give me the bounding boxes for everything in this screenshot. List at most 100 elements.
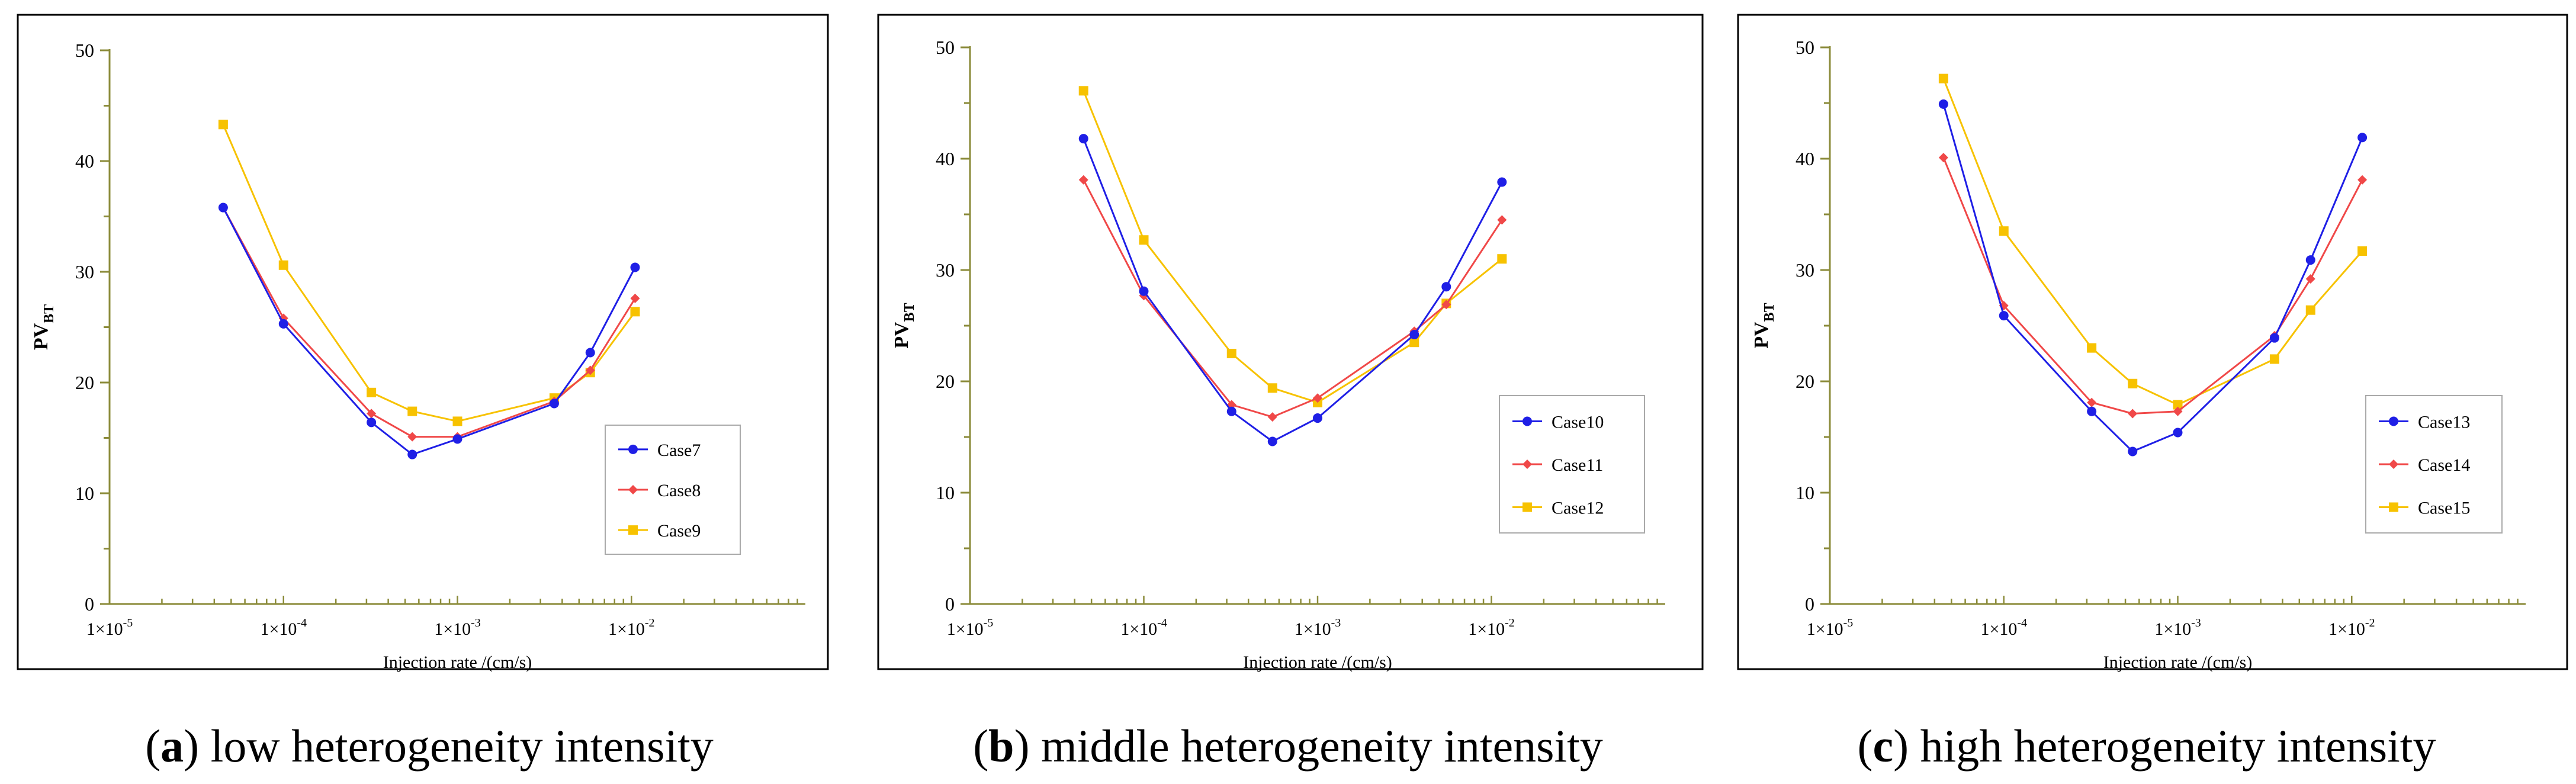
x-tick-base: 1×10 bbox=[947, 619, 984, 639]
y-tick-label: 50 bbox=[75, 40, 94, 61]
y-tick-label: 50 bbox=[1796, 37, 1814, 58]
point-marker bbox=[218, 203, 228, 213]
point-marker bbox=[1409, 338, 1419, 348]
point-marker bbox=[367, 387, 377, 397]
point-marker bbox=[2357, 175, 2368, 185]
point-marker bbox=[2389, 502, 2398, 512]
point-marker bbox=[1497, 177, 1507, 187]
point-marker bbox=[630, 307, 640, 317]
point-marker bbox=[1938, 73, 1948, 83]
point-marker bbox=[1139, 235, 1149, 245]
point-marker bbox=[1409, 330, 1419, 340]
point-marker bbox=[2269, 354, 2279, 364]
y-axis-label-sub: BT bbox=[41, 304, 57, 323]
x-tick-label: 1×10-3 bbox=[2154, 616, 2201, 639]
series-line bbox=[1083, 90, 1503, 404]
series-line bbox=[1942, 78, 2363, 406]
caption-b-text: middle heterogeneity intensity bbox=[1041, 720, 1603, 772]
series-line bbox=[222, 207, 636, 456]
y-tick-label: 20 bbox=[75, 372, 94, 393]
y-tick-label: 40 bbox=[1796, 148, 1814, 169]
series-case12 bbox=[1078, 86, 1507, 407]
x-tick-base: 1×10 bbox=[2328, 619, 2365, 639]
legend-label: Case13 bbox=[2418, 413, 2470, 432]
point-marker bbox=[452, 416, 462, 426]
x-axis-label: Injection rate /(cm/s) bbox=[1243, 653, 1392, 672]
point-marker bbox=[1938, 99, 1948, 109]
x-tick-label: 1×10-5 bbox=[86, 616, 133, 639]
point-marker bbox=[278, 260, 288, 270]
point-marker bbox=[1999, 311, 2009, 321]
point-marker bbox=[1267, 436, 1277, 446]
y-axis-label: PVBT bbox=[891, 303, 917, 348]
y-tick-label: 10 bbox=[1796, 482, 1814, 503]
caption-a: (a) low heterogeneity intensity bbox=[145, 720, 714, 772]
legend: Case7 Case8 Case9 bbox=[605, 425, 741, 555]
x-tick-base: 1×10 bbox=[1295, 619, 1331, 639]
y-tick-label: 40 bbox=[936, 148, 955, 169]
x-tick-exponent: -4 bbox=[297, 616, 307, 629]
y-axis-label-main: PV bbox=[1750, 322, 1772, 349]
y-tick-label: 30 bbox=[1796, 259, 1814, 281]
point-marker bbox=[2389, 416, 2398, 426]
x-axis-label: Injection rate /(cm/s) bbox=[2103, 653, 2253, 672]
y-tick-label: 0 bbox=[945, 593, 955, 615]
point-marker bbox=[1226, 406, 1236, 416]
x-tick-base: 1×10 bbox=[260, 619, 297, 639]
point-marker bbox=[585, 365, 595, 375]
legend: Case13 Case14 Case15 bbox=[2365, 395, 2503, 534]
point-marker bbox=[2269, 333, 2279, 343]
point-marker bbox=[2128, 446, 2138, 457]
x-tick-exponent: -2 bbox=[2365, 616, 2375, 629]
point-marker bbox=[367, 409, 377, 419]
x-tick-base: 1×10 bbox=[608, 619, 645, 639]
legend-label: Case10 bbox=[1552, 413, 1604, 432]
point-marker bbox=[1139, 286, 1149, 296]
series-case9 bbox=[218, 120, 640, 426]
y-axis-label-sub: BT bbox=[902, 303, 917, 322]
series-case10 bbox=[1078, 134, 1507, 446]
x-tick-label: 1×10-2 bbox=[2328, 616, 2375, 639]
y-tick-label: 40 bbox=[75, 150, 94, 172]
y-tick-label: 30 bbox=[75, 261, 94, 282]
point-marker bbox=[407, 449, 417, 460]
point-marker bbox=[1078, 86, 1088, 96]
point-marker bbox=[1441, 282, 1451, 292]
point-marker bbox=[628, 485, 638, 494]
x-tick-base: 1×10 bbox=[434, 619, 471, 639]
caption-b-letter: b bbox=[988, 720, 1014, 772]
series-line bbox=[1942, 104, 2363, 453]
x-tick-label: 1×10-5 bbox=[1807, 616, 1854, 639]
point-marker bbox=[628, 444, 638, 454]
point-marker bbox=[2305, 255, 2315, 265]
legend-label: Case11 bbox=[1552, 455, 1603, 475]
x-tick-exponent: -2 bbox=[645, 616, 655, 629]
x-tick-label: 1×10-2 bbox=[608, 616, 655, 639]
series-case14 bbox=[1938, 153, 2368, 419]
legend-label: Case12 bbox=[1552, 499, 1604, 518]
chart-frame bbox=[17, 14, 829, 670]
x-tick-exponent: -3 bbox=[2191, 616, 2201, 629]
point-marker bbox=[2305, 274, 2315, 284]
point-marker bbox=[2305, 305, 2315, 315]
x-tick-base: 1×10 bbox=[1807, 619, 1843, 639]
x-tick-base: 1×10 bbox=[1120, 619, 1157, 639]
point-marker bbox=[1078, 134, 1088, 144]
series-case11 bbox=[1078, 175, 1507, 422]
legend-label: Case15 bbox=[2418, 499, 2470, 518]
x-tick-label: 1×10-5 bbox=[947, 616, 994, 639]
x-tick-base: 1×10 bbox=[1468, 619, 1505, 639]
x-tick-base: 1×10 bbox=[2154, 619, 2191, 639]
series-line bbox=[222, 124, 636, 423]
caption-c-text: high heterogeneity intensity bbox=[1920, 720, 2436, 772]
point-marker bbox=[630, 262, 640, 272]
y-tick-label: 20 bbox=[936, 371, 955, 392]
point-marker bbox=[585, 348, 595, 358]
chart-frame bbox=[877, 14, 1704, 670]
point-marker bbox=[278, 319, 288, 329]
y-axis-label-main: PV bbox=[30, 323, 52, 350]
y-axis-label: PVBT bbox=[1750, 303, 1777, 348]
y-tick-label: 10 bbox=[75, 483, 94, 504]
